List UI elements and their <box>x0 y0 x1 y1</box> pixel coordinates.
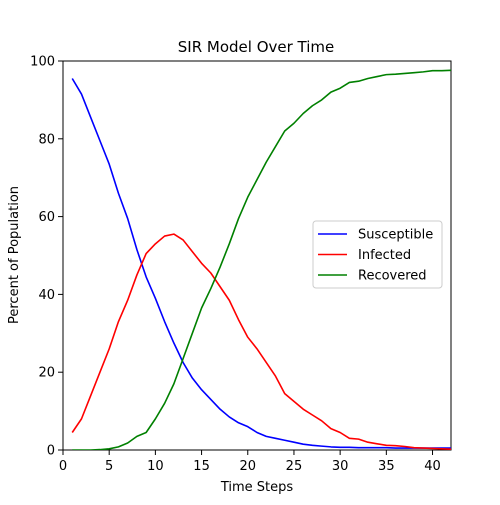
y-tick-label: 0 <box>47 444 55 459</box>
x-tick-label: 0 <box>59 459 67 474</box>
legend: Susceptible Infected Recovered <box>312 220 443 289</box>
x-tick-label: 5 <box>105 459 113 474</box>
legend-box <box>312 220 443 289</box>
series-layer <box>71 69 451 450</box>
x-tick-label: 35 <box>378 459 395 474</box>
y-tick-label: 100 <box>30 55 55 70</box>
series-line-infected <box>71 233 451 450</box>
x-tick-label: 15 <box>193 459 210 474</box>
x-tick-label: 25 <box>286 459 303 474</box>
plot-area <box>62 60 452 451</box>
chart-title: SIR Model Over Time <box>178 38 335 56</box>
y-tick-label: 20 <box>38 366 55 381</box>
x-axis-ticks: 0 5 10 15 20 25 30 35 40 <box>59 450 441 474</box>
y-tick-label: 80 <box>38 132 55 147</box>
y-tick-label: 40 <box>38 288 55 303</box>
series-line-susceptible <box>71 78 451 449</box>
legend-label-recovered: Recovered <box>358 269 427 284</box>
plot-frame <box>62 60 452 451</box>
legend-label-infected: Infected <box>358 248 411 263</box>
legend-label-susceptible: Susceptible <box>358 228 433 243</box>
x-tick-label: 30 <box>332 459 349 474</box>
y-axis-ticks: 0 20 40 60 80 100 <box>30 55 63 459</box>
x-tick-label: 20 <box>239 459 256 474</box>
y-axis-label: Percent of Population <box>7 186 22 324</box>
x-tick-label: 10 <box>147 459 164 474</box>
series-line-recovered <box>72 69 451 450</box>
x-axis-label: Time Steps <box>220 480 294 495</box>
x-tick-label: 40 <box>424 459 441 474</box>
y-tick-label: 60 <box>38 210 55 225</box>
